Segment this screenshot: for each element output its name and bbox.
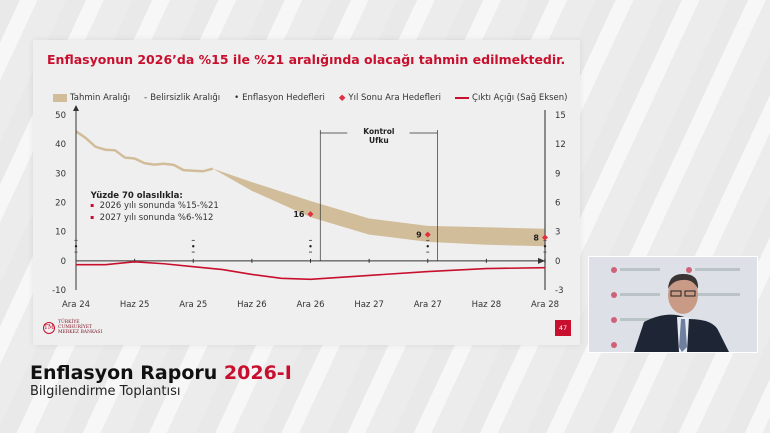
x-tick-label: Haz 26 <box>237 300 267 310</box>
y-left-tick-label: 10 <box>55 228 66 238</box>
x-tick-label: Haz 25 <box>120 300 150 310</box>
report-edition: 2026-I <box>223 362 292 384</box>
interim-target-label: 16 <box>293 210 305 219</box>
legend-label: Yıl Sonu Ara Hedefleri <box>348 93 442 103</box>
y-left-tick-label: -10 <box>52 286 66 296</box>
annotation-item: 2026 yılı sonunda %15-%21 <box>100 201 219 211</box>
y-right-tick-label: 15 <box>555 111 566 121</box>
y-left-tick-label: 0 <box>61 257 66 267</box>
y-right-tick-label: 6 <box>555 199 560 209</box>
x-tick-label: Ara 26 <box>296 300 324 310</box>
x-tick-label: Haz 28 <box>472 300 502 310</box>
dash-marker-icon: - <box>144 93 148 103</box>
annotation-item: 2027 yılı sonunda %6-%12 <box>100 213 214 223</box>
inflation-target-dot <box>192 245 195 248</box>
control-horizon-label: Kontrol <box>363 127 394 136</box>
inflation-target-dot <box>74 245 78 248</box>
inflation-target-dot <box>543 245 547 248</box>
interim-target-marker <box>542 234 548 241</box>
x-tick-label: Haz 27 <box>354 300 384 310</box>
event-title: Enflasyon Raporu 2026-I <box>30 362 292 384</box>
event-subtitle: Bilgilendirme Toplantısı <box>30 384 181 399</box>
inflation-target-dot <box>309 245 312 248</box>
y-right-tick-label: 9 <box>555 169 560 179</box>
bullet-icon <box>90 204 94 207</box>
interim-target-marker <box>307 211 314 218</box>
presentation-slide: Enflasyonun 2026’da %15 ile %21 aralığın… <box>33 40 580 345</box>
y-right-tick-label: -3 <box>555 286 563 296</box>
legend-label: Tahmin Aralığı <box>70 93 131 103</box>
y-left-tick-label: 30 <box>55 169 66 179</box>
diamond-marker-icon: ◆ <box>338 93 346 103</box>
y-left-tick-label: 50 <box>55 111 66 121</box>
legend-label: Çıktı Açığı (Sağ Eksen) <box>472 93 568 103</box>
y-right-tick-label: 0 <box>555 257 560 267</box>
bullet-icon <box>90 216 94 219</box>
page-number: 47 <box>555 320 571 336</box>
control-horizon-label: Ufku <box>369 136 389 145</box>
y-right-tick-label: 12 <box>555 140 566 150</box>
slide-title: Enflasyonun 2026’da %15 ile %21 aralığın… <box>47 52 566 67</box>
axis-arrow-icon <box>538 257 545 264</box>
band-swatch <box>53 94 67 102</box>
cbrt-logo: TM TÜRKİYE CUMHURİYET MERKEZ BANKASI <box>43 320 103 335</box>
line-swatch <box>455 97 470 99</box>
annotation-heading: Yüzde 70 olasılıkla: <box>90 191 183 201</box>
x-tick-label: Ara 24 <box>62 300 90 310</box>
speaker-video <box>588 256 758 353</box>
y-left-tick-label: 20 <box>55 199 66 209</box>
interim-target-marker <box>424 231 431 238</box>
historical-inflation-line <box>75 130 214 173</box>
y-left-tick-label: 40 <box>55 140 66 150</box>
interim-target-label: 8 <box>533 234 539 243</box>
interim-target-label: 9 <box>416 231 422 240</box>
x-tick-label: Ara 25 <box>179 300 207 310</box>
axis-arrow-icon <box>73 105 79 111</box>
x-tick-label: Ara 27 <box>414 300 442 310</box>
legend-label: Belirsizlik Aralığı <box>150 93 221 103</box>
y-right-tick-label: 3 <box>555 228 560 238</box>
output-gap-line <box>76 261 546 281</box>
chart-legend: Tahmin Aralığı - Belirsizlik Aralığı • Enf… <box>53 93 567 103</box>
inflation-target-dot <box>426 245 429 248</box>
legend-label: Enflasyon Hedefleri <box>242 93 325 103</box>
dot-marker-icon: • <box>234 93 240 103</box>
forecast-band <box>212 168 545 247</box>
x-tick-label: Ara 28 <box>531 300 559 310</box>
